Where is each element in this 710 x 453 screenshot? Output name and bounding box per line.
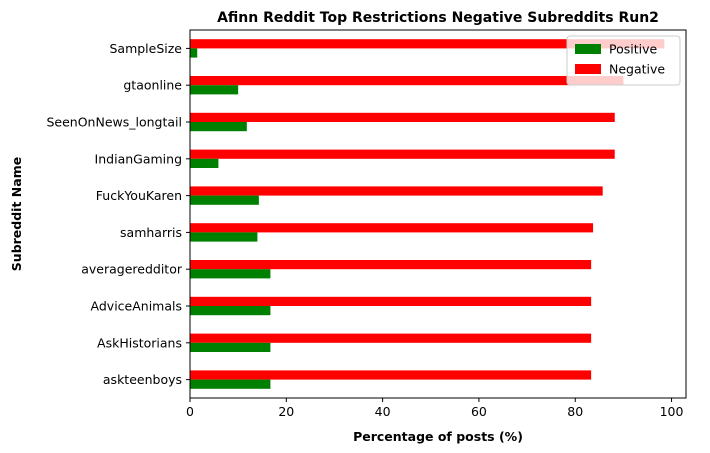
legend-swatch-positive (575, 44, 601, 54)
bar-negative-adviceanimals (190, 296, 592, 306)
plot-frame (189, 29, 687, 399)
bar-positive-fuckyoukaren (190, 195, 259, 205)
x-tick-label: 40 (375, 404, 391, 419)
y-tick-label: IndianGaming (95, 151, 182, 166)
legend-label-positive: Positive (609, 42, 657, 57)
y-axis-ticks: SampleSize gtaonline SeenOnNews_longtail In… (46, 41, 190, 387)
legend-label-negative: Negative (609, 62, 665, 77)
x-axis-ticks: 0 20 40 60 80 100 (186, 398, 684, 419)
bar-positive-adviceanimals (190, 306, 271, 316)
bar-negative-gtaonline (190, 76, 624, 86)
bar-positive-samharris (190, 232, 258, 242)
bar-negative-samharris (190, 223, 594, 233)
bar-positive-seenonnews-longtail (190, 122, 247, 132)
y-axis-label: Subreddit Name (9, 157, 24, 271)
bar-negative-samplesize (190, 39, 665, 49)
x-tick-label: 80 (567, 404, 583, 419)
bar-negative-averageredditor (190, 260, 592, 270)
bar-negative-seenonnews-longtail (190, 112, 615, 122)
y-tick-label: FuckYouKaren (96, 188, 182, 203)
bar-positive-askteenboys (190, 379, 271, 389)
bar-positive-gtaonline (190, 85, 239, 95)
bar-negative-indiangaming (190, 149, 615, 159)
bar-positive-averageredditor (190, 269, 271, 279)
y-tick-label: averageredditor (81, 262, 183, 277)
bar-negative-fuckyoukaren (190, 186, 603, 196)
bar-negative-askhistorians (190, 333, 592, 343)
y-tick-label: SampleSize (109, 41, 182, 56)
bar-positive-indiangaming (190, 158, 219, 168)
x-axis-label: Percentage of posts (%) (353, 429, 523, 444)
y-tick-label: samharris (120, 225, 182, 240)
x-tick-label: 100 (660, 404, 684, 419)
x-tick-label: 0 (186, 404, 194, 419)
bar-positive-askhistorians (190, 342, 271, 352)
y-tick-label: AskHistorians (97, 335, 182, 350)
y-tick-label: gtaonline (123, 78, 182, 93)
bars-group (190, 39, 665, 389)
x-tick-label: 60 (471, 404, 487, 419)
legend: Positive Negative (566, 35, 681, 86)
y-tick-label: AdviceAnimals (91, 299, 182, 314)
chart-title: Afinn Reddit Top Restrictions Negative S… (217, 10, 659, 26)
legend-swatch-negative (575, 64, 601, 74)
y-tick-label: SeenOnNews_longtail (46, 115, 182, 130)
bar-negative-askteenboys (190, 370, 592, 380)
x-tick-label: 20 (278, 404, 294, 419)
bar-positive-samplesize (190, 48, 198, 58)
y-tick-label: askteenboys (103, 372, 182, 387)
